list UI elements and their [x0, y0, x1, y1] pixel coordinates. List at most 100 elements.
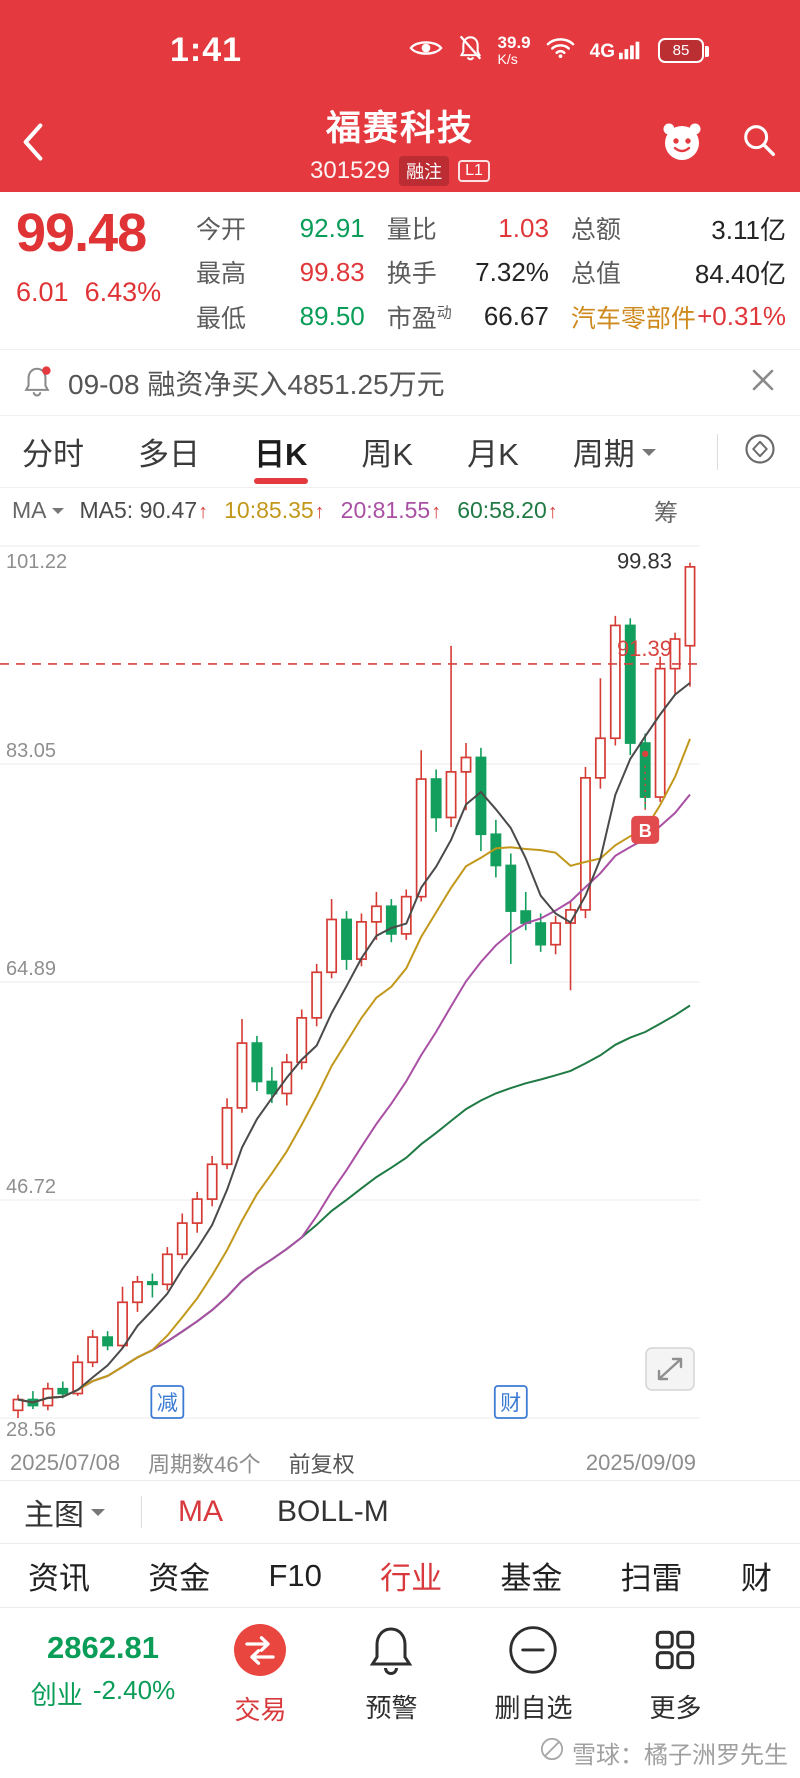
- stat-8[interactable]: 汽车零部件 +0.31%: [571, 295, 786, 339]
- svg-text:B: B: [639, 821, 652, 841]
- stat-4: 换手 7.32%: [387, 250, 549, 294]
- grid: 101.22 83.05 64.89 46.72 28.56: [0, 545, 700, 1441]
- nav-tab-6[interactable]: 财: [740, 1561, 772, 1596]
- stat-label: 量比: [386, 216, 437, 245]
- y-axis-label: 83.05: [6, 740, 56, 762]
- battery-indicator: 85: [658, 37, 709, 63]
- more-button[interactable]: 更多: [649, 1622, 701, 1778]
- stat-7: 市盈动 66.67: [387, 295, 549, 339]
- stat-label: 换手: [386, 260, 437, 289]
- stat-2: 总额 3.11亿: [571, 206, 786, 250]
- trade-icon: [232, 1622, 288, 1683]
- period-tab-0[interactable]: 分时: [22, 437, 84, 472]
- period-tab-3[interactable]: 周K: [361, 437, 414, 472]
- ma-indicator-selector[interactable]: MA: [12, 497, 64, 524]
- chart-start-date: 2025/07/08: [10, 1450, 121, 1475]
- nav-tab-4[interactable]: 基金: [500, 1561, 563, 1596]
- stock-code: 301529: [310, 157, 391, 184]
- nav-tab-0[interactable]: 资讯: [28, 1561, 90, 1596]
- level1-badge: L1: [458, 160, 490, 182]
- kline-chart[interactable]: 101.22 83.05 64.89 46.72 28.56 91.39 99.83 B 减 财: [0, 532, 800, 1446]
- status-bar: 1:41 39.9 K/s 4G 85: [0, 0, 800, 92]
- cellular-signal: 4G: [590, 39, 643, 61]
- mainchart-indicator-bar: 主图 MA BOLL-M: [0, 1480, 800, 1544]
- candles: [12, 562, 696, 1418]
- period-tab-2[interactable]: 日K: [253, 416, 308, 487]
- stat-value: 3.11亿: [711, 214, 786, 245]
- event-marker[interactable]: 财: [493, 1385, 528, 1419]
- watermark-text: 雪球：橘子洲罗先生: [572, 1742, 788, 1769]
- news-bar[interactable]: 09-08 融资净买入4851.25万元: [0, 350, 800, 416]
- svg-text:减: 减: [157, 1392, 178, 1415]
- chart-settings-icon[interactable]: [742, 431, 778, 472]
- up-arrow-icon: ↑: [431, 500, 442, 523]
- last-price: 99.48: [16, 203, 147, 263]
- grid-more-icon: [649, 1622, 701, 1681]
- mainchart-dropdown[interactable]: 主图: [24, 1490, 105, 1534]
- stats-grid: 今开 92.91 量比 1.03 总额 3.11亿 最高 99.83 换手 7.32% 总值 84.4…: [196, 206, 786, 339]
- status-icons: 39.9 K/s 4G 85: [409, 33, 709, 67]
- index-quote-button[interactable]: 2862.81 创业 -2.40%: [12, 1622, 194, 1778]
- stat-label: 总值: [570, 260, 621, 289]
- nav-tab-2[interactable]: F10: [268, 1557, 322, 1593]
- y-axis-label: 46.72: [6, 1176, 56, 1198]
- search-icon[interactable]: [740, 121, 778, 164]
- stat-label: 最低: [196, 304, 247, 333]
- stat-label: 最高: [196, 260, 247, 289]
- ma5-legend: MA5: 90.47↑: [79, 496, 209, 523]
- ma10-line: [17, 738, 691, 1404]
- expand-chart-button[interactable]: [645, 1347, 695, 1391]
- circle-minus-icon: [507, 1622, 559, 1681]
- event-marker[interactable]: 减: [150, 1385, 185, 1419]
- indicator-row: MA MA5: 90.47↑ 10:85.35↑ 20:81.55↑ 60:58…: [0, 488, 800, 532]
- nav-tab-1[interactable]: 资金: [148, 1561, 211, 1596]
- period-tab-bar: 分时 多日 日K 周K 月K 周期: [0, 416, 800, 488]
- stat-value: 66.67: [483, 301, 549, 332]
- ref-price-label: 91.39: [617, 636, 672, 661]
- index-value: 2862.81: [46, 1630, 160, 1665]
- chip-distribution-button[interactable]: 筹: [654, 499, 678, 527]
- remove-watchlist-button[interactable]: 删自选: [494, 1622, 572, 1778]
- divider: [717, 433, 718, 470]
- buy-signal-marker[interactable]: B: [631, 750, 660, 844]
- up-arrow-icon: ↑: [198, 500, 209, 523]
- alert-button[interactable]: 预警: [365, 1622, 417, 1778]
- period-tab-4[interactable]: 月K: [467, 437, 519, 472]
- news-close-icon[interactable]: [748, 365, 778, 400]
- chevron-down-icon: [91, 1509, 105, 1523]
- diagnose-mascot-icon[interactable]: [658, 116, 706, 169]
- y-axis-label: 64.89: [6, 958, 56, 980]
- price-change: 6.01: [16, 277, 69, 308]
- nav-tab-5[interactable]: 扫雷: [620, 1561, 683, 1596]
- news-bell-icon: [22, 363, 52, 402]
- stat-value: +0.31%: [697, 301, 786, 332]
- back-button[interactable]: [22, 121, 44, 163]
- ma20-legend: 20:81.55↑: [340, 496, 442, 523]
- period-dropdown[interactable]: 周期: [573, 429, 656, 474]
- adjust-mode-button[interactable]: 前复权: [288, 1452, 355, 1477]
- chart-end-date: 2025/09/09: [585, 1450, 696, 1475]
- stat-5: 总值 84.40亿: [571, 250, 786, 294]
- chart-footer: 2025/07/08 周期数46个 前复权 2025/09/09: [0, 1446, 800, 1480]
- margin-badge: 融注: [399, 156, 450, 186]
- divider: [141, 1496, 142, 1528]
- bottom-bar: 2862.81 创业 -2.40% 交易 预警: [0, 1608, 800, 1778]
- period-tab-1[interactable]: 多日: [138, 437, 200, 472]
- stat-value: 92.91: [299, 212, 365, 243]
- price-block: 99.48 6.01 6.43%: [16, 203, 196, 339]
- ma5-line: [17, 682, 691, 1404]
- y-axis-label: 28.56: [6, 1419, 56, 1441]
- trade-button[interactable]: 交易: [232, 1622, 288, 1778]
- svg-text:财: 财: [500, 1392, 521, 1415]
- indicator-ma-button[interactable]: MA: [178, 1495, 223, 1528]
- indicator-boll-button[interactable]: BOLL-M: [277, 1495, 389, 1528]
- nav-tab-3[interactable]: 行业: [380, 1561, 443, 1596]
- stat-label: 汽车零部件: [570, 304, 696, 333]
- news-headline[interactable]: 09-08 融资净买入4851.25万元: [68, 368, 445, 400]
- eye-protect-icon: [409, 36, 443, 65]
- stat-label: 市盈动: [386, 304, 452, 333]
- active-tab-underline: [253, 478, 308, 484]
- stat-value: 89.50: [299, 301, 365, 332]
- nav-tab-list: 资讯 资金 F10 行业 基金 扫雷 财: [0, 1544, 800, 1608]
- stat-value: 99.83: [299, 256, 365, 287]
